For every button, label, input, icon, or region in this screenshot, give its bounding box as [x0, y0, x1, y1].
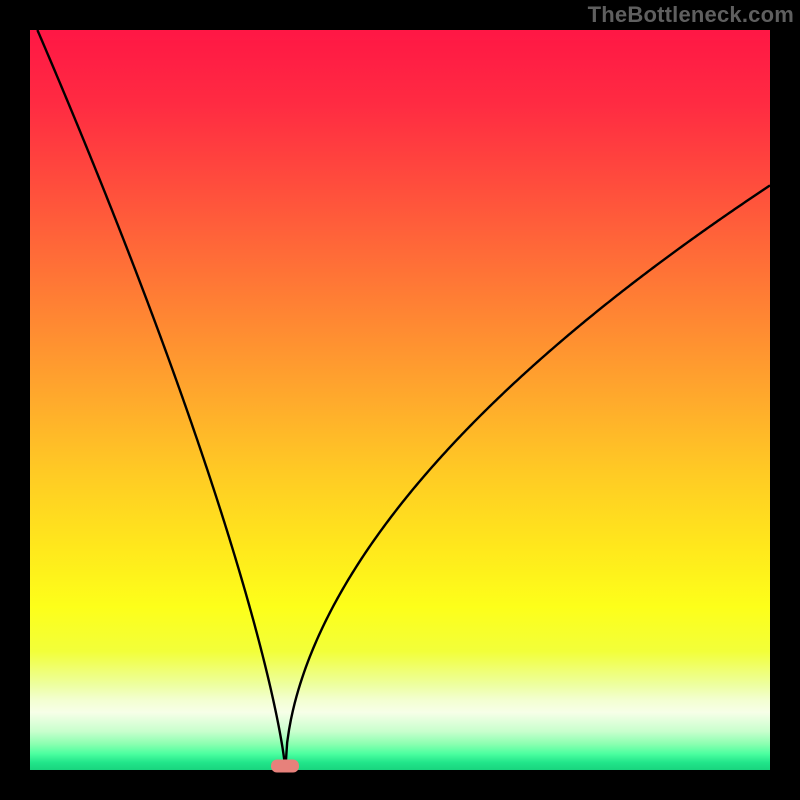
plot-area [30, 30, 770, 770]
watermark-text: TheBottleneck.com [588, 2, 794, 28]
minimum-marker [271, 760, 299, 773]
plot-background [30, 30, 770, 770]
chart-container: TheBottleneck.com [0, 0, 800, 800]
